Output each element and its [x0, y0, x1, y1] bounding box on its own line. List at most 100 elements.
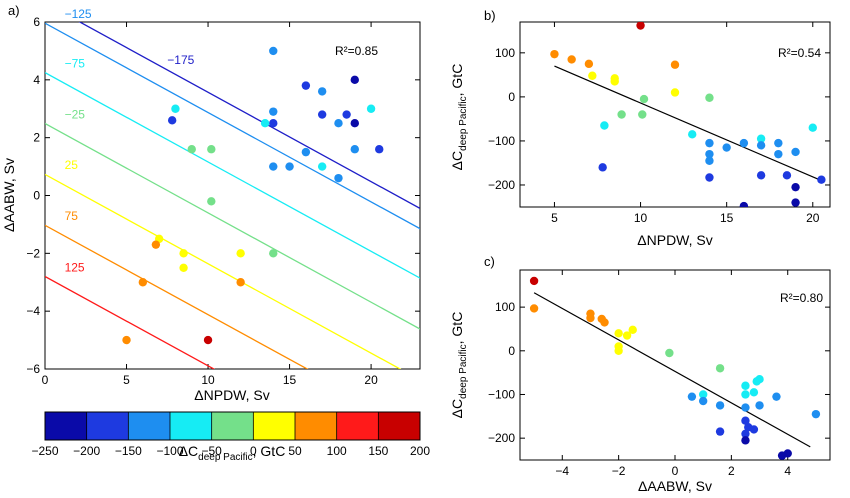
panel-b: b) 5 10 15 20 −200 −100 0 100 R²=0.54 ΔNPDW, Sv…	[449, 8, 831, 248]
data-point	[285, 162, 294, 171]
data-point	[811, 409, 821, 419]
colorbar-tick-label: 50	[288, 444, 302, 458]
data-point	[269, 46, 278, 56]
panel-b-ylabel: ΔCdeep Pacific, GtC	[449, 64, 469, 171]
data-point	[171, 104, 180, 113]
colorbar-segment	[295, 412, 337, 440]
x-tick-label: 10	[634, 211, 648, 225]
x-tick-label: 15	[283, 373, 297, 387]
y-tick-label: 0	[508, 90, 515, 104]
data-point	[301, 147, 311, 157]
data-point	[617, 110, 626, 119]
data-point	[665, 348, 674, 358]
data-point	[739, 138, 749, 148]
colorbar-tick-label: −150	[115, 444, 142, 458]
data-point	[705, 156, 714, 165]
data-point	[756, 134, 766, 143]
y-tick-label: −2	[26, 246, 40, 260]
data-point	[749, 388, 759, 397]
panel-b-label: b)	[484, 8, 496, 23]
panel-c-label: c)	[484, 254, 495, 269]
y-tick-label: 0	[33, 189, 40, 203]
data-point	[687, 392, 697, 401]
x-tick-label: 2	[728, 464, 735, 478]
x-tick-label: 20	[806, 211, 820, 225]
panel-a-xlabel: ΔNPDW, Sv	[194, 387, 269, 403]
data-point	[636, 22, 645, 30]
data-point	[774, 149, 783, 159]
colorbar-segment	[86, 412, 129, 440]
contour-line	[45, 173, 402, 369]
data-point	[755, 374, 764, 384]
colorbar-tick-label: 200	[410, 444, 430, 458]
contour-line	[45, 275, 216, 369]
panel-c-r2: R²=0.80	[780, 291, 823, 305]
colorbar-tick-label: 150	[368, 444, 388, 458]
data-point	[301, 81, 311, 90]
data-point	[782, 171, 792, 180]
contour-label: −25	[65, 107, 86, 121]
colorbar-tick-label: −200	[73, 444, 100, 458]
data-point	[550, 49, 559, 59]
contour-line	[78, 22, 420, 209]
data-point	[741, 390, 750, 399]
data-point	[791, 147, 800, 157]
y-tick-label: 2	[33, 131, 40, 145]
panel-c-ylabel: ΔCdeep Pacific, GtC	[449, 312, 469, 419]
regression-line	[533, 292, 811, 448]
panel-a-r2: R²=0.85	[335, 44, 378, 58]
panel-c: c) −4 −2 0 2 4 −200 −100 0 100 R²=0.80 ΔAABW, Sv…	[449, 254, 831, 494]
data-point	[698, 396, 708, 406]
y-tick-label: 4	[33, 73, 40, 87]
y-tick-label: 6	[33, 15, 40, 29]
data-point	[269, 119, 278, 128]
colorbar-tick-label: −100	[156, 444, 183, 458]
plot-area	[45, 22, 420, 369]
data-point	[342, 110, 351, 119]
colorbar-label: ΔCdeep Pacific, GtC	[179, 443, 286, 463]
colorbar-segment	[378, 412, 420, 440]
data-point	[774, 138, 783, 148]
y-tick-label: −200	[488, 431, 515, 445]
x-tick-label: 0	[42, 373, 49, 387]
data-point	[622, 331, 632, 340]
data-point	[705, 138, 714, 148]
data-point	[670, 60, 680, 69]
data-point	[756, 171, 766, 180]
data-point	[639, 94, 649, 104]
data-point	[529, 276, 539, 286]
data-point	[688, 130, 697, 139]
panel-a-ylabel: ΔAABW, Sv	[1, 158, 17, 232]
data-point	[610, 77, 619, 86]
data-point	[756, 141, 766, 150]
data-point	[715, 427, 725, 436]
contour-label: −75	[65, 56, 86, 70]
contour-line	[45, 122, 420, 330]
panel-a-frame	[44, 21, 421, 370]
data-point	[167, 116, 177, 125]
data-point	[628, 325, 637, 335]
colorbar-segment	[128, 412, 170, 440]
y-tick-label: −6	[26, 362, 40, 376]
data-point	[138, 278, 148, 287]
data-point	[638, 110, 647, 119]
data-point	[670, 88, 680, 97]
data-point	[791, 182, 800, 192]
data-point	[334, 173, 343, 183]
y-tick-label: 100	[495, 300, 515, 314]
panel-c-xlabel: ΔAABW, Sv	[638, 478, 712, 494]
colorbar-segment	[253, 412, 295, 440]
data-point	[375, 145, 384, 154]
data-point	[586, 313, 595, 323]
data-point	[179, 263, 188, 272]
contour-label: 75	[65, 209, 79, 223]
colorbar-segment	[45, 412, 87, 440]
data-point	[705, 149, 714, 159]
data-point	[207, 197, 216, 206]
data-point	[584, 59, 594, 69]
contour-label: −175	[167, 53, 194, 67]
plot-area	[550, 22, 826, 207]
data-point	[529, 304, 539, 313]
contour-line	[45, 224, 309, 369]
data-point	[350, 145, 359, 154]
